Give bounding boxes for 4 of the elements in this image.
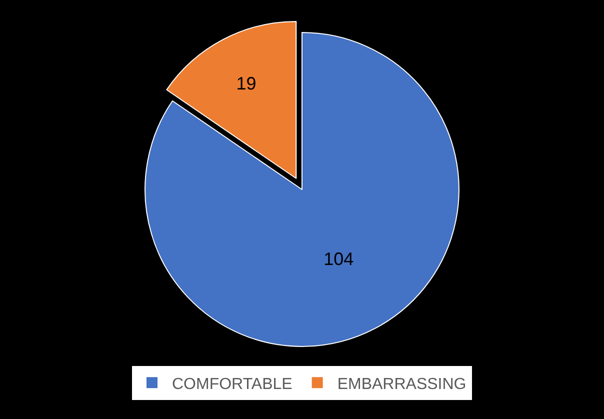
data-label: 104 xyxy=(324,248,354,269)
data-label: 19 xyxy=(236,74,256,94)
legend-label: COMFORTABLE xyxy=(172,376,292,393)
legend-label: EMBARRASSING xyxy=(337,376,466,393)
